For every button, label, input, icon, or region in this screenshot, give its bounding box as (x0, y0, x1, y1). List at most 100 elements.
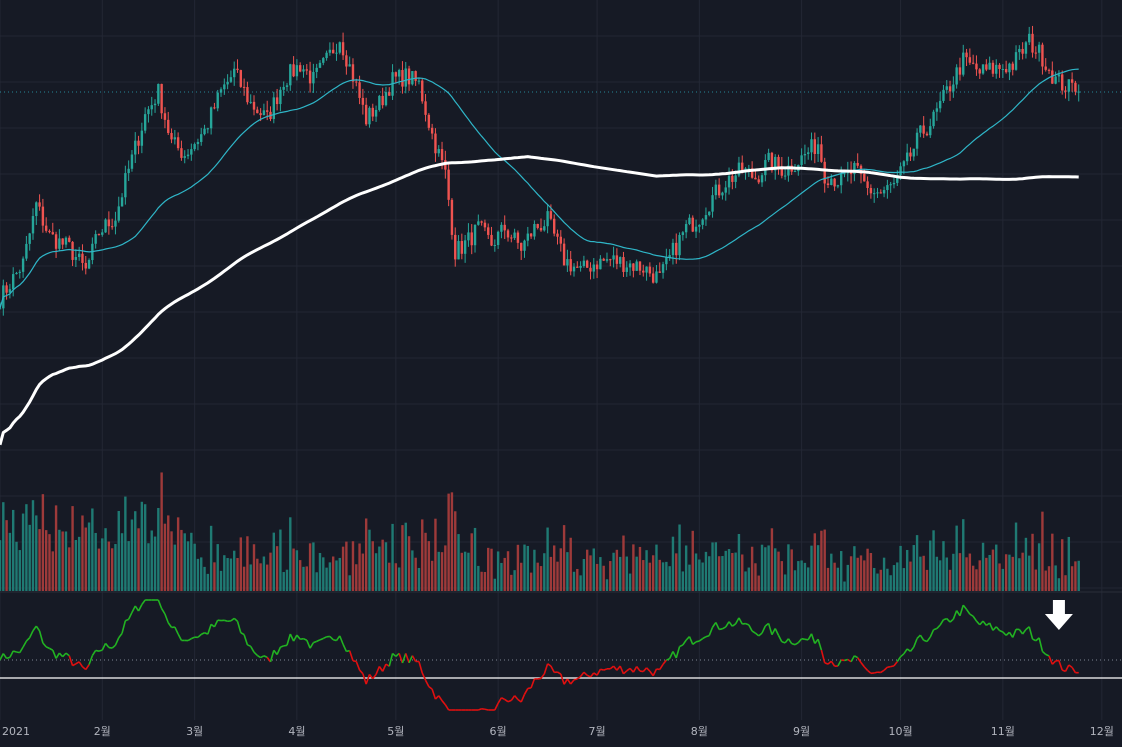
oscillator-segment (38, 630, 44, 644)
candle-body (68, 237, 71, 242)
oscillator-segment (296, 634, 301, 640)
volume-bar (120, 533, 124, 591)
volume-bar (200, 557, 203, 591)
candle-body (25, 243, 28, 259)
oscillator-segment (939, 619, 945, 626)
oscillator-segment (893, 661, 898, 667)
oscillator-segment (570, 679, 575, 685)
candle-body (651, 273, 655, 283)
candle-body (810, 139, 813, 153)
candle-body (397, 70, 401, 77)
oscillator-segment (375, 666, 381, 675)
volume-bar (965, 557, 968, 591)
volume-bar (800, 560, 803, 591)
volume-bar (592, 548, 595, 591)
volume-bar (97, 548, 101, 591)
candle-body (938, 100, 942, 109)
candle-body (450, 199, 454, 235)
volume-bar (896, 562, 899, 591)
oscillator-segment (573, 678, 578, 681)
volume-bar (140, 501, 144, 591)
volume-bar (790, 549, 793, 591)
volume-bar (18, 550, 21, 591)
volume-bar (810, 545, 813, 591)
volume-bar (1057, 578, 1061, 591)
volume-bars (0, 472, 1080, 591)
candle-body (157, 83, 160, 104)
oscillator-segment (283, 644, 288, 647)
oscillator-segment (540, 673, 545, 679)
volume-bar (909, 561, 912, 591)
oscillator-segment (820, 649, 826, 664)
candle-body (252, 101, 256, 110)
volume-bar (285, 569, 289, 591)
oscillator-segment (913, 638, 918, 648)
oscillator-segment (906, 648, 911, 652)
volume-bar (988, 554, 991, 591)
volume-bar (388, 562, 391, 591)
candle-body (569, 259, 572, 272)
volume-bar (889, 575, 892, 591)
oscillator-segment (530, 678, 536, 689)
x-tick-label: 3월 (186, 725, 203, 738)
candle-body (991, 62, 995, 74)
oscillator-segment (745, 622, 750, 626)
volume-bar (975, 569, 978, 591)
volume-bar (397, 567, 401, 591)
oscillator-segment (718, 628, 723, 631)
oscillator-segment (55, 652, 61, 659)
candle-body (694, 226, 698, 232)
volume-bar (516, 544, 520, 591)
oscillator-segment (946, 618, 951, 623)
candle-body (209, 107, 213, 129)
volume-bar (394, 563, 398, 591)
oscillator-segment (98, 649, 103, 652)
candle-body (767, 152, 770, 161)
volume-bar (5, 520, 8, 591)
volume-bar (1001, 568, 1005, 591)
candle-body (167, 119, 170, 133)
volume-bar (955, 525, 958, 591)
oscillator-segment (164, 613, 169, 624)
volume-bar (447, 493, 450, 591)
candle-body (625, 267, 628, 272)
oscillator-segment (339, 635, 344, 645)
candle-body (64, 237, 68, 245)
candle-body (355, 81, 358, 83)
volume-bar (483, 571, 487, 591)
candle-body (124, 173, 127, 198)
volume-bar (246, 536, 249, 591)
candle-body (58, 238, 61, 249)
candle-body (77, 253, 81, 258)
candle-body (701, 219, 704, 225)
volume-bar (104, 528, 107, 591)
volume-bar (173, 544, 177, 591)
oscillator-segment (2, 653, 8, 659)
candle-body (513, 232, 516, 239)
candle-body (562, 243, 566, 266)
arrow-down-shape (1044, 600, 1073, 630)
candle-body (196, 141, 200, 145)
candle-body (566, 259, 569, 266)
oscillator-segment (478, 708, 482, 711)
oscillator-segment (668, 651, 674, 659)
candle-body (853, 162, 856, 175)
volume-bar (523, 544, 526, 591)
candle-body (628, 263, 632, 268)
volume-bar (167, 515, 170, 591)
candle-body (483, 222, 487, 228)
oscillator-segment (949, 618, 954, 623)
volume-bar (727, 549, 731, 591)
volume-bar (698, 559, 701, 591)
oscillator-segment (121, 620, 127, 634)
candle-body (285, 85, 289, 87)
candle-body (543, 226, 546, 231)
volume-bar (1031, 533, 1034, 591)
oscillator-segment (992, 626, 997, 631)
candle-body (1051, 70, 1054, 84)
volume-bar (94, 532, 97, 591)
candle-body (714, 184, 718, 196)
volume-bar (272, 532, 276, 591)
oscillator-segment (300, 637, 304, 641)
volume-bar (559, 548, 562, 591)
